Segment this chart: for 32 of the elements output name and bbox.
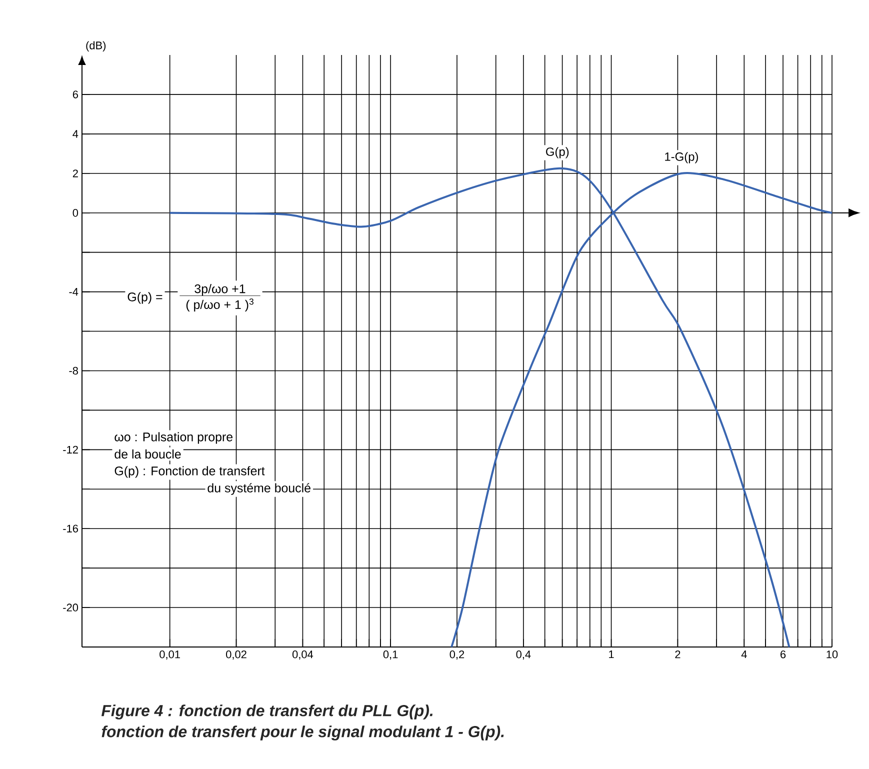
y-tick-label: -4 (69, 288, 78, 296)
x-tick-label: 0,02 (226, 650, 246, 660)
y-axis-title: (dB) (86, 41, 106, 52)
x-tick-label: 1 (609, 650, 614, 658)
y-tick-label: 2 (72, 170, 78, 178)
y-tick-label: -8 (69, 366, 78, 375)
x-tick-label: 0,2 (450, 650, 464, 660)
annotation: ( p/ωo + 1 )$^{3}$ (186, 298, 254, 312)
annotation: ωo : Pulsation propre (114, 432, 232, 444)
x-tick-label: 6 (780, 650, 786, 658)
y-tick-label: -20 (63, 604, 78, 612)
x-tick-label: 0,4 (516, 650, 531, 660)
y-tick-label: 4 (72, 130, 78, 138)
x-tick-label: 2 (675, 650, 680, 658)
annotation: de la boucle (114, 449, 181, 459)
x-tick-label: 10 (826, 650, 838, 658)
x-tick-label: 0,1 (383, 650, 398, 660)
x-tick-label: 0,04 (292, 650, 314, 660)
y-tick-label: 6 (72, 90, 78, 98)
y-tick-label: 0 (72, 208, 78, 217)
caption: Figure 4 : fonction de transfert du PLL G(p). (101, 704, 433, 720)
text: fonction de transfert pour le signal modulant 1 - G(p). (102, 726, 504, 740)
y-tick-label: -12 (63, 446, 78, 454)
annotation: G(p) : Fonction de transfert (114, 466, 265, 478)
x-tick-label: 4 (741, 650, 747, 658)
series-label: 1-G(p) (665, 152, 698, 164)
x-tick-label: 0,01 (160, 650, 180, 660)
series-label: G(p) (546, 147, 569, 158)
annotation: G(p) = (128, 292, 162, 304)
annotation: 3p/ωo +1 (194, 284, 246, 296)
y-tick-label: -16 (63, 524, 78, 532)
annotation: du systéme bouclé (208, 483, 310, 495)
